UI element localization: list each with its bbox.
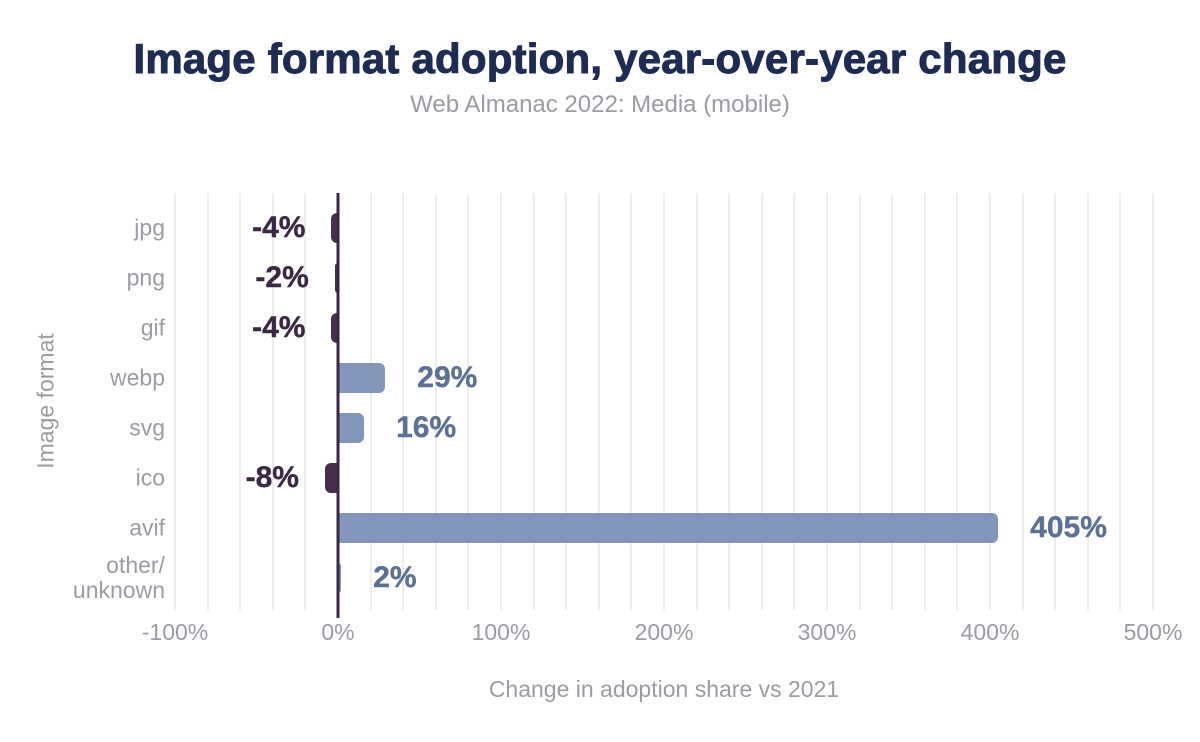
gridline	[565, 193, 568, 610]
y-tick-label: gif	[140, 314, 165, 340]
bar	[331, 212, 338, 243]
gridline	[826, 193, 828, 610]
x-tick-label: 0%	[321, 619, 355, 645]
gridline	[793, 193, 796, 610]
gridline	[728, 193, 731, 610]
bar-value-label: 16%	[396, 410, 457, 444]
bar-value-label: -8%	[245, 460, 299, 494]
gridline	[402, 193, 405, 610]
x-tick-label: 500%	[1123, 619, 1183, 645]
x-tick-label: 200%	[634, 619, 694, 645]
gridline	[434, 193, 437, 610]
bar	[338, 562, 342, 593]
plot-area: -4% -2% -4% 29% 16% -8% 405% 2%	[174, 193, 1154, 618]
gridline	[304, 193, 307, 610]
gridline	[1054, 193, 1057, 610]
y-axis-title: Image format	[32, 333, 59, 469]
gridline	[597, 193, 600, 610]
gridline	[239, 193, 242, 610]
bar	[324, 462, 338, 493]
y-tick-label: png	[126, 264, 165, 290]
gridline	[663, 193, 665, 610]
bar	[331, 312, 338, 343]
chart-title: Image format adoption, year-over-year ch…	[133, 35, 1067, 82]
x-tick-label: 400%	[960, 619, 1020, 645]
bar	[338, 512, 999, 543]
x-tick-label: -100%	[141, 619, 209, 645]
zero-axis-line	[336, 193, 340, 618]
gridline	[174, 193, 176, 610]
bar-value-label: 2%	[373, 560, 417, 594]
gridline	[1021, 193, 1024, 610]
x-tick-label: 300%	[797, 619, 857, 645]
y-tick-label: webp	[110, 364, 165, 390]
bar	[338, 412, 365, 443]
x-tick-label: 100%	[471, 619, 531, 645]
gridline	[760, 193, 763, 610]
bar-value-label: 405%	[1030, 510, 1107, 544]
bar	[334, 262, 338, 293]
gridline	[1152, 193, 1154, 610]
gridline	[271, 193, 274, 610]
gridline	[891, 193, 894, 610]
chart-subtitle: Web Almanac 2022: Media (mobile)	[410, 91, 790, 118]
gridline	[923, 193, 926, 610]
x-axis-title: Change in adoption share vs 2021	[488, 676, 840, 702]
gridline	[206, 193, 209, 610]
y-tick-label: jpg	[134, 214, 165, 240]
bar-value-label: -4%	[252, 210, 306, 244]
bar	[338, 362, 386, 393]
gridline	[1086, 193, 1089, 610]
gridline	[500, 193, 502, 610]
gridline	[532, 193, 535, 610]
y-tick-label: avif	[129, 514, 165, 540]
gridline	[630, 193, 633, 610]
gridline	[695, 193, 698, 610]
y-tick-label: ico	[135, 464, 165, 490]
gridline	[858, 193, 861, 610]
bar-value-label: -2%	[255, 260, 309, 294]
bar-value-label: -4%	[252, 310, 306, 344]
y-tick-label: other/ unknown	[72, 551, 165, 603]
gridline	[956, 193, 959, 610]
gridline	[1119, 193, 1122, 610]
y-tick-label: svg	[129, 414, 165, 440]
gridline	[369, 193, 372, 610]
gridline	[467, 193, 470, 610]
gridline	[989, 193, 991, 610]
bar-value-label: 29%	[417, 360, 478, 394]
